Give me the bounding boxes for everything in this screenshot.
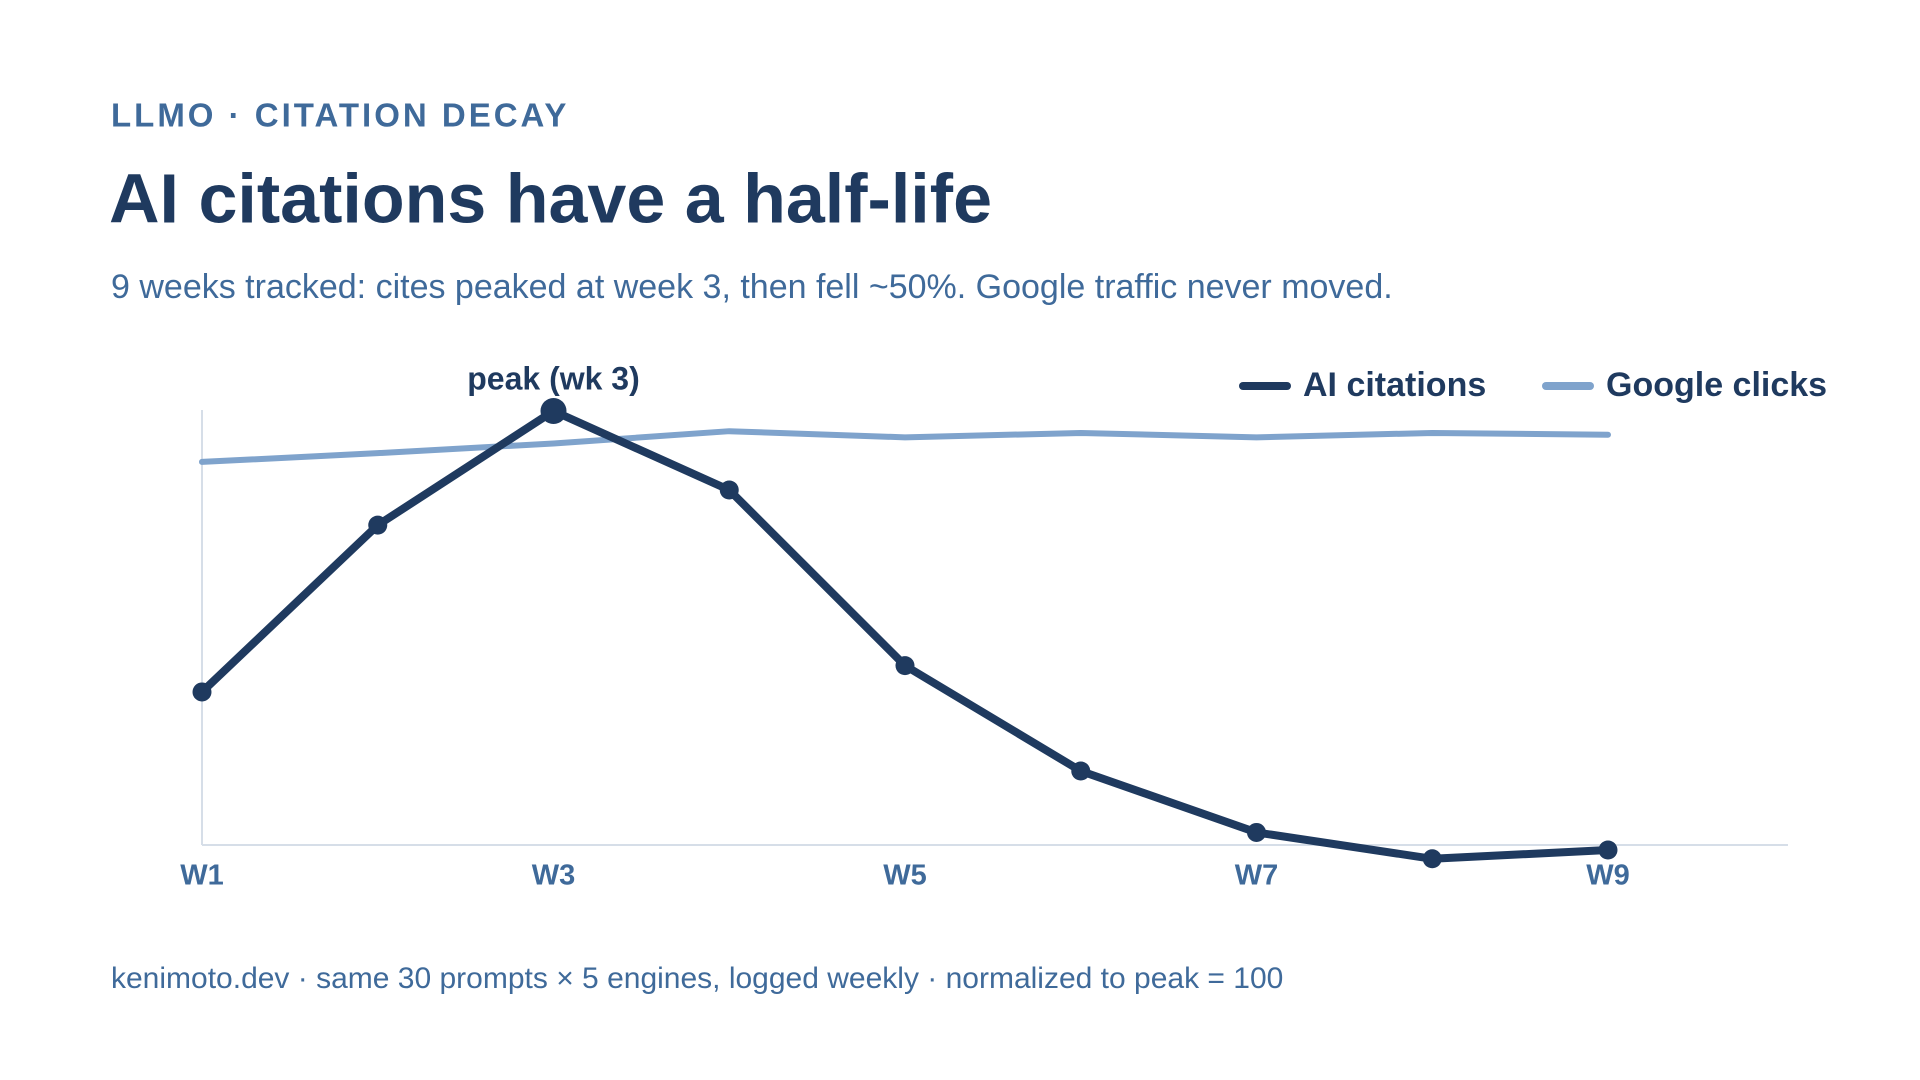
x-tick-label: W7 [1235, 860, 1279, 892]
data-point [1071, 761, 1091, 781]
series-line [198, 407, 1612, 863]
kicker: LLMO · CITATION DECAY [111, 97, 569, 134]
x-tick-label: W5 [883, 860, 927, 892]
data-point [1422, 849, 1442, 869]
x-tick-label: W3 [532, 860, 576, 892]
chart-subtitle: 9 weeks tracked: cites peaked at week 3,… [111, 268, 1393, 306]
legend-label: Google clicks [1606, 366, 1827, 404]
x-tick-label: W9 [1586, 860, 1630, 892]
data-point [540, 398, 567, 424]
data-point [192, 682, 212, 702]
series-line [199, 428, 1611, 465]
data-point [719, 480, 739, 500]
data-point [1598, 840, 1618, 860]
legend-label: AI citations [1303, 366, 1486, 404]
footer: kenimoto.dev · same 30 prompts × 5 engin… [111, 962, 1283, 995]
annotation: peak (wk 3) [467, 360, 640, 396]
data-point [368, 515, 388, 535]
x-tick-label: W1 [180, 860, 224, 892]
data-point [895, 656, 915, 676]
chart-title: AI citations have a half-life [109, 159, 992, 237]
data-point [1247, 822, 1266, 842]
